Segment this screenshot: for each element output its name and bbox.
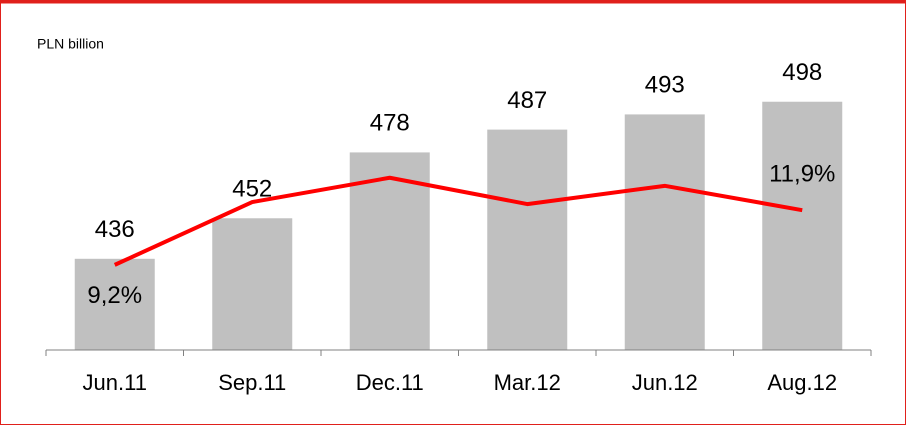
bar xyxy=(349,152,430,350)
bar xyxy=(762,101,843,350)
x-tick-label: Jun.11 xyxy=(83,370,147,395)
x-tick-label: Mar.12 xyxy=(494,370,561,395)
x-tick-label: Dec.11 xyxy=(356,370,424,395)
x-tick-label: Aug.12 xyxy=(767,370,837,395)
line xyxy=(113,175,803,267)
line-value-label: 9,2% xyxy=(87,282,142,309)
bar xyxy=(487,129,568,350)
bar-value-label: 487 xyxy=(507,87,547,114)
x-tick-label: Jun.12 xyxy=(632,370,698,395)
bar-value-label: 493 xyxy=(645,72,685,99)
bar xyxy=(74,258,155,350)
bar xyxy=(624,114,705,351)
x-tick-label: Sep.11 xyxy=(218,370,286,395)
bar-value-label: 498 xyxy=(782,59,822,86)
bar-value-label: 478 xyxy=(370,110,410,137)
bar-value-label: 436 xyxy=(95,216,135,243)
line-value-label: 11,9% xyxy=(769,161,835,188)
y-axis-label: PLN billion xyxy=(37,36,104,52)
bar xyxy=(212,218,293,350)
